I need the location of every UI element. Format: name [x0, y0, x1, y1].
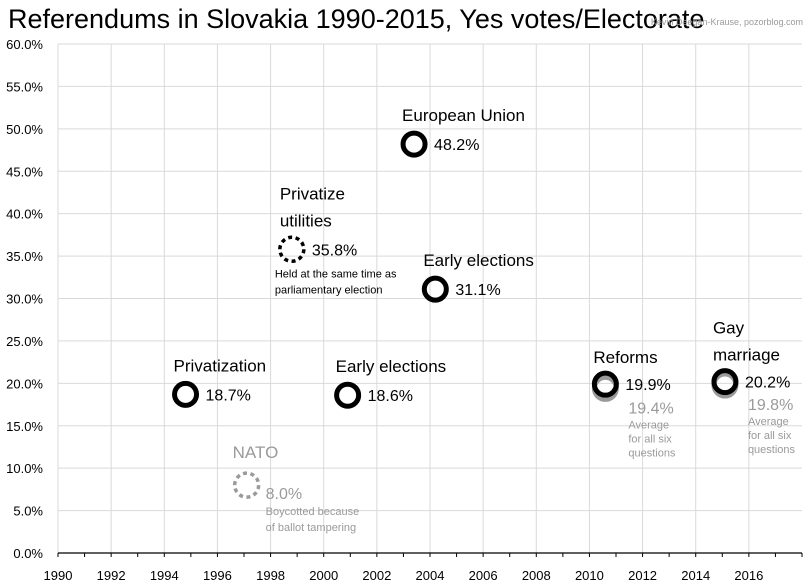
referendum-marker — [421, 275, 449, 303]
y-tick-label: 40.0% — [6, 207, 43, 222]
data-points: 8.0% NATO Boycotted because of ballot tampe… — [172, 106, 796, 534]
referendum-point: 35.8% Privatize utilities Held at the same … — [275, 184, 397, 296]
average-note-line: questions — [748, 444, 796, 456]
referendum-marker — [334, 381, 362, 409]
average-note-line: Average — [748, 416, 789, 428]
referendum-marker — [711, 368, 739, 396]
x-tick-label: 2016 — [734, 568, 763, 583]
referendum-point: 18.6% Early elections — [334, 357, 447, 409]
x-tick-label: 2010 — [575, 568, 604, 583]
referendum-note-line: parliamentary election — [275, 284, 383, 296]
referendum-label: utilities — [280, 211, 332, 230]
axes: 0.0% 5.0% 10.0% 15.0% 20.0% 25.0% 30.0% 35.0% 40… — [6, 37, 803, 583]
x-tick-label: 2014 — [681, 568, 710, 583]
x-tick-label: 1998 — [256, 568, 285, 583]
referendum-label: European Union — [402, 106, 525, 125]
referendum-point: 48.2% European Union — [400, 106, 525, 158]
average-note-line: Average — [628, 419, 669, 431]
y-tick-label: 25.0% — [6, 334, 43, 349]
y-tick-label: 50.0% — [6, 122, 43, 137]
y-tick-label: 45.0% — [6, 164, 43, 179]
referendum-point: 8.0% NATO Boycotted because of ballot tampe… — [233, 443, 360, 534]
referendum-point: 31.1% Early elections — [421, 251, 534, 303]
referendum-label: Privatization — [174, 356, 267, 375]
x-tick-label: 2008 — [522, 568, 551, 583]
average-value-label: 19.4% — [628, 400, 673, 417]
y-tick-label: 0.0% — [13, 546, 43, 561]
x-tick-label: 2012 — [628, 568, 657, 583]
value-label: 18.7% — [206, 387, 251, 404]
y-tick-label: 30.0% — [6, 292, 43, 307]
referendum-label: Early elections — [423, 251, 534, 270]
value-label: 35.8% — [312, 242, 357, 259]
average-point: 19.4% Average for all six questions — [591, 374, 676, 459]
referendum-marker — [232, 471, 261, 499]
referendum-label: Gay — [713, 319, 745, 338]
average-note-line: for all six — [748, 430, 792, 442]
referendum-marker — [591, 370, 619, 398]
grid — [57, 43, 802, 554]
y-tick-label: 60.0% — [6, 37, 43, 52]
credit-text: Kevin Deegan-Krause, pozorblog.com — [651, 17, 803, 27]
value-label: 19.9% — [625, 377, 670, 394]
average-point: 19.8% Average for all six questions — [711, 371, 796, 456]
x-tick-label: 2000 — [309, 568, 338, 583]
referendum-label: Reforms — [593, 348, 657, 367]
y-tick-label: 10.0% — [6, 461, 43, 476]
x-tick-label: 2002 — [362, 568, 391, 583]
referendum-note-line: Boycotted because — [266, 506, 360, 518]
y-tick-label: 55.0% — [6, 79, 43, 94]
y-tick-label: 35.0% — [6, 249, 43, 264]
value-label: 48.2% — [434, 137, 479, 154]
x-tick-label: 1990 — [44, 568, 73, 583]
referendum-point: 20.2% Gay marriage — [711, 319, 790, 396]
value-label: 8.0% — [266, 486, 302, 503]
referendum-marker — [278, 235, 306, 264]
x-tick-label: 1996 — [203, 568, 232, 583]
average-note-line: for all six — [628, 433, 672, 445]
x-tick-label: 1994 — [150, 568, 179, 583]
chart-title: Referendums in Slovakia 1990-2015, Yes v… — [8, 4, 704, 34]
average-value-label: 19.8% — [748, 397, 793, 414]
x-tick-label: 1992 — [97, 568, 126, 583]
referendum-label: marriage — [713, 346, 780, 365]
referendum-label: NATO — [233, 443, 279, 462]
x-tick-label: 2004 — [416, 568, 445, 583]
y-tick-label: 20.0% — [6, 376, 43, 391]
referendum-point: 18.7% Privatization — [172, 356, 267, 408]
y-tick-label: 15.0% — [6, 419, 43, 434]
referendum-label: Early elections — [336, 357, 447, 376]
value-label: 18.6% — [368, 388, 413, 405]
average-note-line: questions — [628, 447, 676, 459]
referendum-note-line: Held at the same time as — [275, 268, 397, 280]
referendum-note-line: of ballot tampering — [266, 522, 357, 534]
referendum-label: Privatize — [280, 184, 345, 203]
value-label: 31.1% — [455, 282, 500, 299]
referendum-point: 19.9% Reforms — [591, 348, 671, 398]
y-tick-label: 5.0% — [13, 504, 43, 519]
referendum-marker — [400, 130, 428, 158]
value-label: 20.2% — [745, 375, 790, 392]
referendum-marker — [172, 380, 200, 408]
x-tick-label: 2006 — [469, 568, 498, 583]
